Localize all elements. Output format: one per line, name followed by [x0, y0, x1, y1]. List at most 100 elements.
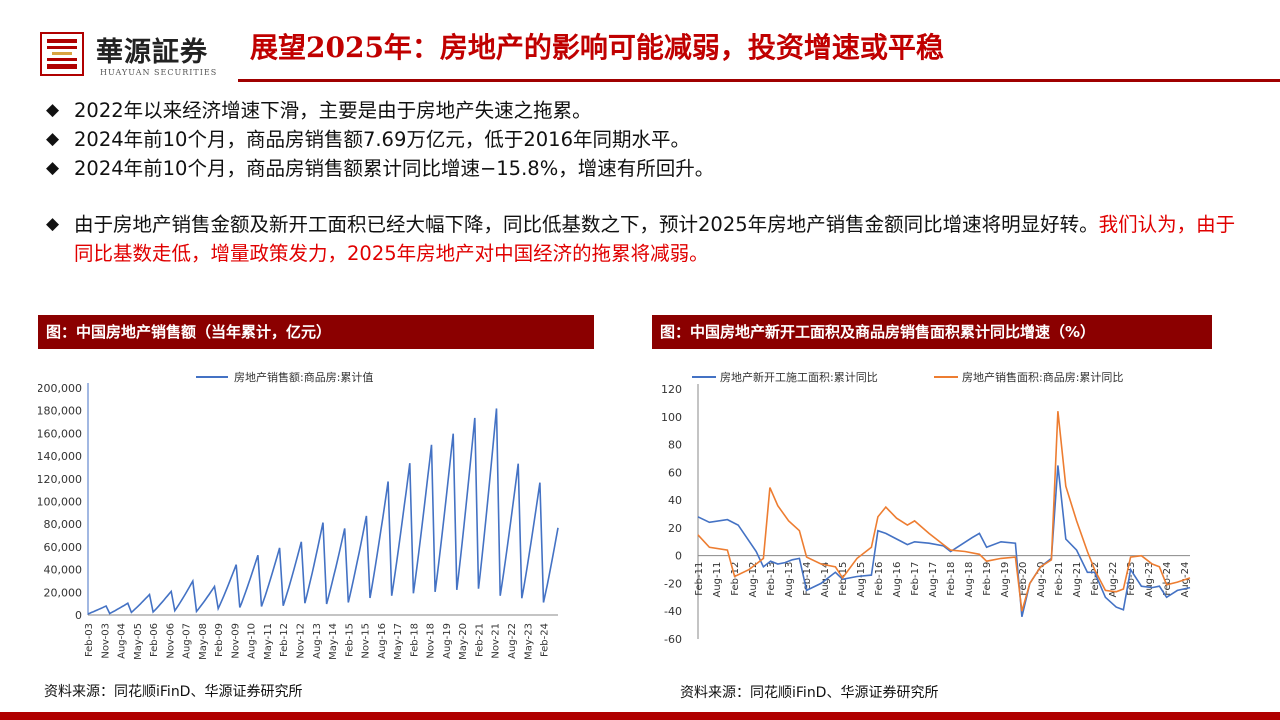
x-tick-label: May-05 — [133, 623, 144, 660]
sales-amount-line — [87, 408, 559, 615]
x-tick-label: Feb-21 — [474, 623, 485, 657]
x-tick-label: Aug-12 — [748, 562, 759, 598]
y-tick-label: 120 — [661, 383, 682, 396]
right-chart-header: 图：中国房地产新开工面积及商品房销售面积累计同比增速（%） — [652, 315, 1212, 349]
x-tick-label: Feb-23 — [1126, 562, 1137, 596]
x-tick-label: Feb-13 — [766, 562, 777, 596]
y-tick-label: 60,000 — [44, 541, 83, 554]
y-tick-label: 20 — [668, 522, 682, 535]
x-tick-label: Nov-03 — [100, 623, 111, 659]
x-tick-label: May-14 — [328, 623, 339, 660]
page-title: 展望2025年：房地产的影响可能减弱，投资增速或平稳 — [250, 31, 944, 64]
y-tick-label: 60 — [668, 466, 682, 479]
y-tick-label: 0 — [75, 609, 82, 622]
x-tick-label: Feb-12 — [730, 562, 741, 596]
diamond-icon: ◆ — [46, 214, 60, 234]
diamond-icon: ◆ — [46, 100, 60, 120]
bullet-highlight: 我们认为，由于同比基数走低，增量政策发力，2025年房地产对中国经济的拖累将减弱… — [74, 213, 1236, 265]
x-tick-label: Aug-15 — [856, 562, 867, 598]
x-tick-label: Nov-18 — [426, 623, 437, 659]
y-tick-label: 80 — [668, 439, 682, 452]
x-tick-label: Aug-17 — [928, 562, 939, 598]
x-tick-label: Feb-09 — [214, 623, 225, 657]
y-tick-label: -20 — [664, 577, 682, 590]
y-tick-label: 180,000 — [38, 405, 82, 418]
x-tick-label: May-11 — [263, 623, 274, 660]
right-chart-source: 资料来源：同花顺iFinD、华源证券研究所 — [680, 685, 939, 701]
x-tick-label: Aug-23 — [1144, 562, 1155, 598]
logo-subtext: HUAYUAN SECURITIES — [100, 68, 218, 77]
y-tick-label: 140,000 — [38, 450, 82, 463]
x-tick-label: Aug-13 — [312, 623, 323, 659]
x-tick-label: Feb-16 — [874, 562, 885, 596]
y-tick-label: 160,000 — [38, 427, 82, 440]
yoy-growth-chart: -60 -40 -20 0 20 40 60 80 100 120 Feb-11 Aug-11 Feb-… — [661, 370, 1191, 646]
x-tick-label: Aug-13 — [784, 562, 795, 598]
x-tick-label: Aug-22 — [507, 623, 518, 659]
logo-text: 華源証券 — [96, 37, 208, 68]
x-tick-label: May-08 — [198, 623, 209, 660]
x-tick-label: Feb-06 — [149, 623, 160, 657]
x-tick-label: Feb-24 — [1162, 562, 1173, 596]
bullet-item: ◆ 2022年以来经济增速下滑，主要是由于房地产失速之拖累。 — [44, 96, 1244, 125]
legend-label: 房地产销售面积:商品房:累计同比 — [962, 370, 1123, 384]
title-rule — [238, 79, 1280, 82]
x-tick-label: Aug-11 — [712, 562, 723, 598]
x-tick-label: Feb-15 — [344, 623, 355, 657]
y-tick-label: 200,000 — [38, 382, 82, 395]
x-tick-label: Feb-03 — [84, 623, 95, 657]
bullet-item: ◆ 2024年前10个月，商品房销售额7.69万亿元，低于2016年同期水平。 — [44, 125, 1244, 154]
x-tick-label: Feb-22 — [1090, 562, 1101, 596]
x-tick-label: May-17 — [393, 623, 404, 660]
footer-bar — [0, 712, 1280, 720]
company-logo: 華源証券 HUAYUAN SECURITIES — [40, 28, 236, 84]
bullet-item: ◆ 2024年前10个月，商品房销售额累计同比增速−15.8%，增速有所回升。 — [44, 154, 1244, 183]
x-tick-label: Aug-16 — [892, 562, 903, 598]
sales-area-line — [697, 411, 1191, 612]
x-tick-label: Aug-18 — [964, 562, 975, 598]
y-tick-label: 120,000 — [38, 473, 82, 486]
x-tick-label: Feb-19 — [982, 562, 993, 596]
x-tick-label: Feb-20 — [1018, 562, 1029, 596]
bullet-list: ◆ 2022年以来经济增速下滑，主要是由于房地产失速之拖累。 ◆ 2024年前1… — [44, 96, 1244, 268]
x-tick-label: Nov-21 — [491, 623, 502, 659]
left-chart-source: 资料来源：同花顺iFinD、华源证券研究所 — [44, 684, 303, 700]
legend-label: 房地产新开工施工面积:累计同比 — [720, 370, 878, 384]
x-tick-label: Aug-22 — [1108, 562, 1119, 598]
legend-label: 房地产销售额:商品房:累计值 — [234, 370, 373, 384]
bullet-text: 2024年前10个月，商品房销售额7.69万亿元，低于2016年同期水平。 — [74, 128, 690, 151]
y-tick-label: 100 — [661, 411, 682, 424]
x-tick-label: May-20 — [458, 623, 469, 660]
x-tick-label: Nov-15 — [361, 623, 372, 659]
seal-icon — [40, 32, 84, 76]
bullet-item: ◆ 由于房地产销售金额及新开工面积已经大幅下降，同比低基数之下，预计2025年房… — [44, 210, 1244, 268]
x-tick-label: Nov-06 — [165, 623, 176, 659]
x-tick-label: Aug-21 — [1072, 562, 1083, 598]
x-tick-label: May-23 — [523, 623, 534, 660]
x-tick-label: Feb-14 — [802, 562, 813, 596]
y-tick-label: 80,000 — [44, 518, 83, 531]
y-tick-label: -60 — [664, 633, 682, 646]
y-tick-label: 20,000 — [44, 586, 83, 599]
bullet-text: 2024年前10个月，商品房销售额累计同比增速−15.8%，增速有所回升。 — [74, 157, 715, 180]
x-tick-label: Aug-19 — [442, 623, 453, 659]
y-tick-label: 40,000 — [44, 564, 83, 577]
x-tick-label: Aug-16 — [377, 623, 388, 659]
x-tick-label: Feb-18 — [946, 562, 957, 596]
y-tick-label: -40 — [664, 605, 682, 618]
x-tick-label: Nov-12 — [296, 623, 307, 659]
x-tick-label: Aug-20 — [1036, 562, 1047, 598]
bullet-text: 由于房地产销售金额及新开工面积已经大幅下降，同比低基数之下，预计2025年房地产… — [74, 213, 1099, 236]
x-tick-label: Aug-07 — [182, 623, 193, 659]
x-tick-label: Feb-24 — [540, 623, 551, 657]
x-tick-label: Aug-04 — [117, 623, 128, 659]
y-tick-label: 0 — [675, 550, 682, 563]
diamond-icon: ◆ — [46, 129, 60, 149]
left-chart-header: 图：中国房地产销售额（当年累计，亿元） — [38, 315, 594, 349]
y-tick-label: 40 — [668, 494, 682, 507]
new-starts-line — [697, 465, 1191, 617]
x-tick-label: Aug-10 — [247, 623, 258, 659]
sales-amount-chart: 0 20,000 40,000 60,000 80,000 100,000 120,000 1… — [38, 370, 559, 660]
x-tick-label: Feb-12 — [279, 623, 290, 657]
x-tick-label: Nov-09 — [230, 623, 241, 659]
